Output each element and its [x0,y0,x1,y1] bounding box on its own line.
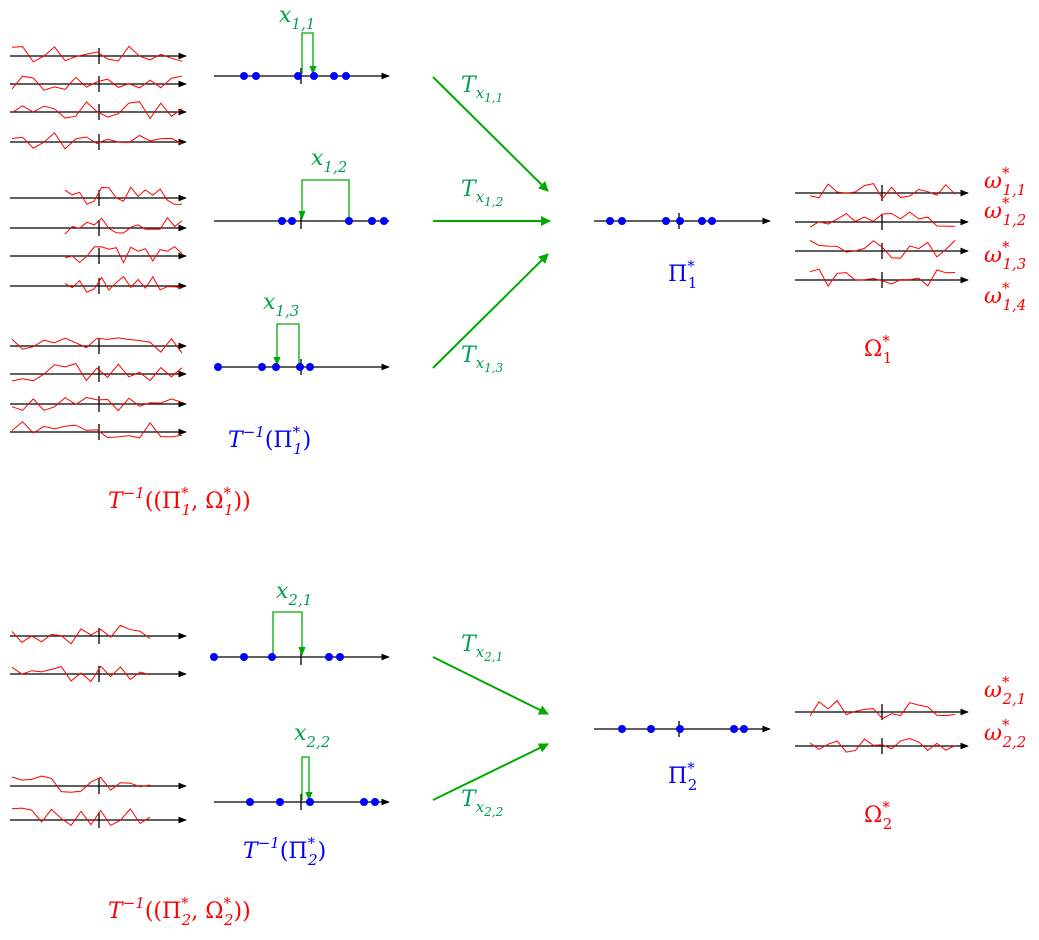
point-mark [246,798,254,806]
point-mark [618,725,626,733]
sample-path [809,240,956,259]
point-mark [368,217,376,225]
point-mark [708,217,716,225]
point-mark [662,217,670,225]
sample-path [809,268,956,287]
point-mark [240,72,248,80]
sample-path [64,216,183,235]
shift-label-x11: x1,1 [279,3,315,33]
sample-path [11,132,183,150]
shift-label-x12: x1,2 [311,146,347,176]
omega-item-13: ω* 1,3 [984,238,1026,273]
axes-layer [10,48,969,828]
map-arrow [432,743,549,801]
sample-path [64,275,183,293]
shift-bracket [298,179,350,220]
map-label-T12: Tx1,2 [461,177,503,209]
point-mark [272,363,280,371]
point-mark [380,217,388,225]
point-mark [676,725,684,733]
point-mark [252,72,260,80]
shift-label-x13: x1,3 [263,290,299,320]
point-mark [647,725,655,733]
point-mark [325,653,333,661]
sample-path [809,699,956,720]
point-mark [258,363,266,371]
shift-bracket [301,32,317,75]
paths-layer [11,45,956,827]
map-label-T13: Tx1,3 [461,343,504,375]
point-mark [698,217,706,225]
map-label-T21: Tx2,1 [461,632,503,664]
point-mark [214,363,222,371]
inverse-pair2-label: T−1((Π* 2, Ω* 2)) [108,894,251,929]
sample-path [11,337,183,354]
omega1-label: Ω* 1 [864,332,892,367]
sample-path [11,396,183,412]
shift-layer [272,32,350,801]
sample-path [11,101,183,120]
point-mark [268,653,276,661]
omega-item-14: ω* 1,4 [984,279,1026,314]
pi2-label: Π* 2 [668,759,697,794]
point-mark [730,725,738,733]
omega-item-12: ω* 1,2 [984,194,1026,229]
point-mark [345,217,353,225]
points-layer [210,72,748,806]
omega-item-11: ω* 1,1 [984,164,1026,199]
point-mark [276,798,284,806]
shift-bracket [301,756,313,801]
point-mark [336,653,344,661]
omega-item-21: ω* 2,1 [984,673,1026,708]
sample-path [11,807,151,827]
inverse-pi2-label: T−1(Π* 2) [243,834,326,869]
sample-path [11,421,183,439]
point-mark [210,653,218,661]
sample-path [809,737,956,753]
point-mark [740,725,748,733]
sample-path [11,775,151,793]
point-mark [342,72,350,80]
point-mark [240,653,248,661]
map-label-T22: Tx2,2 [461,787,503,819]
point-mark [676,217,684,225]
point-mark [278,217,286,225]
shift-label-x22: x2,2 [294,721,330,751]
omega2-label: Ω* 2 [864,798,892,833]
point-mark [296,363,304,371]
inverse-pair1-label: T−1((Π* 1, Ω* 1)) [108,484,251,519]
shift-bracket [272,611,306,656]
sample-path [809,183,956,200]
point-mark [330,72,338,80]
map-arrow [432,76,549,192]
sample-path [11,75,183,91]
point-mark [288,217,296,225]
sample-path [64,186,183,205]
point-mark [371,798,379,806]
map-label-T11: Tx1,1 [461,73,503,105]
sample-path [809,211,956,228]
point-mark [360,798,368,806]
sample-path [11,624,151,645]
sample-path [64,245,183,264]
sample-path [11,45,183,63]
pi1-label: Π* 1 [668,257,697,292]
shift-label-x21: x2,1 [276,579,312,609]
map-arrows-layer [432,76,551,801]
map-arrow [432,656,549,715]
sample-path [11,665,151,683]
point-mark [306,798,314,806]
omega-item-22: ω* 2,2 [984,716,1026,751]
sample-path [11,363,183,382]
map-arrow [432,253,549,369]
shift-bracket [273,323,300,366]
point-mark [618,217,626,225]
inverse-pi1-label: T−1(Π* 1) [228,423,311,458]
point-mark [306,363,314,371]
point-mark [294,72,302,80]
point-mark [606,217,614,225]
point-mark [310,72,318,80]
